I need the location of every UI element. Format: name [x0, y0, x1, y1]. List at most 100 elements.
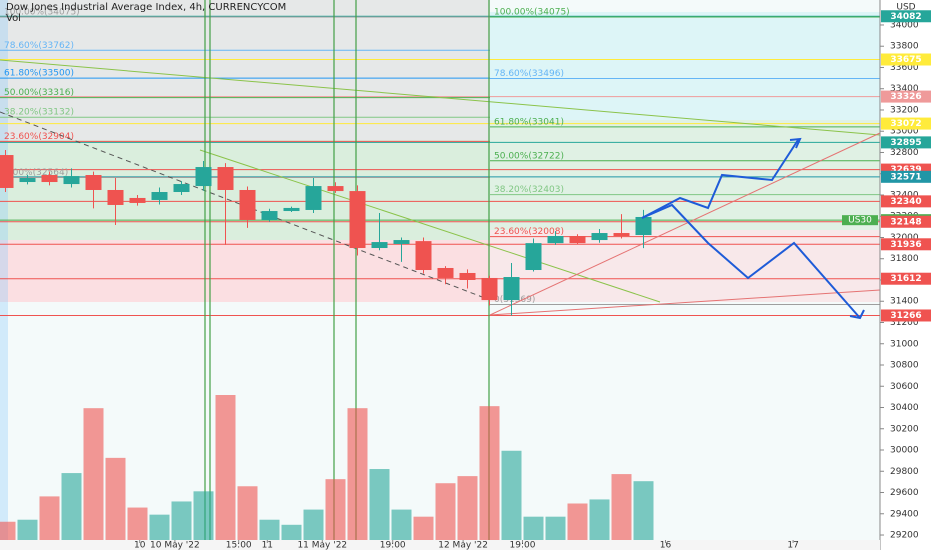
volume-bar	[611, 474, 632, 540]
volume-bar	[83, 408, 104, 540]
x-tick-label: 17	[787, 541, 798, 550]
volume-bar	[259, 519, 280, 540]
y-tick-label: 33400	[890, 84, 919, 94]
price-label: 34082	[890, 12, 921, 22]
price-label-box	[881, 195, 931, 208]
candle-body	[217, 167, 234, 190]
volume-bar	[545, 516, 566, 540]
volume-bar	[127, 507, 148, 540]
y-tick-label: 29400	[890, 509, 919, 519]
candle-body	[41, 175, 58, 183]
volume-bar	[567, 503, 588, 540]
price-label: 33326	[890, 92, 921, 102]
candle-body	[503, 277, 520, 301]
y-tick-label: 30800	[890, 361, 919, 371]
x-tick-label: 19:00	[380, 541, 406, 550]
candle-body	[525, 243, 542, 271]
candle-body	[305, 186, 322, 210]
volume-bar	[17, 519, 38, 540]
candle-body	[349, 191, 366, 249]
y-tick-label: 33200	[890, 105, 919, 115]
volume-label: Vol	[6, 13, 21, 24]
price-label-box	[881, 309, 931, 322]
y-tick-label: 31800	[890, 254, 919, 264]
y-tick-label: 30600	[890, 382, 919, 392]
projection-up	[641, 139, 799, 219]
candle-body	[437, 267, 454, 278]
y-tick-label: 30200	[890, 424, 919, 434]
candle-body	[0, 155, 14, 188]
x-tick-label: 11	[262, 541, 273, 550]
axes: 29200 29400 29600 29800 30000 30200 30400 30600…	[134, 10, 931, 550]
fib-label: 23.60%(32904)	[4, 132, 74, 142]
volume-bar	[105, 457, 126, 540]
fib-label: 38.20%(32403)	[494, 185, 564, 195]
price-label: 32639	[890, 165, 921, 175]
y-tick-label: 33600	[890, 63, 919, 73]
candle-body	[261, 211, 278, 220]
y-tick-label: 29600	[890, 488, 919, 498]
price-label: 32571	[890, 172, 921, 182]
price-label: 33675	[890, 55, 921, 65]
trend-line-red-2	[489, 289, 881, 316]
price-label-box	[881, 90, 931, 103]
price-label: 31266	[890, 311, 921, 321]
volume-bar	[325, 479, 346, 540]
trend-line-green-2	[199, 149, 661, 303]
candle-body	[415, 241, 432, 271]
volume-bar	[237, 486, 258, 540]
candle-body	[195, 167, 212, 187]
volume-bar	[171, 501, 192, 540]
candle-body	[63, 176, 80, 185]
candle-body	[85, 175, 102, 190]
volume-bar	[0, 521, 16, 540]
y-tick-label: 34000	[890, 20, 919, 30]
price-label: 31612	[890, 274, 921, 284]
y-tick-label: 30400	[890, 403, 919, 413]
candle-body	[547, 236, 564, 244]
candle-body	[459, 272, 476, 280]
x-tick-label: 10	[134, 541, 146, 550]
volume-bar	[369, 469, 390, 540]
candle-body	[371, 242, 388, 249]
candle-body	[19, 177, 36, 183]
price-label: 32148	[890, 217, 921, 227]
price-label: 32895	[890, 138, 921, 148]
volume-bar	[589, 499, 610, 540]
fib-label: 61.80%(33500)	[4, 69, 74, 79]
fib-label: 50.00%(33316)	[4, 88, 74, 98]
projection-down	[641, 203, 861, 319]
x-tick-label: 15:00	[226, 541, 252, 550]
volume-bar	[303, 509, 324, 540]
candle-body	[173, 184, 190, 193]
y-tick-label: 30000	[890, 446, 919, 456]
volume-pane	[0, 395, 654, 540]
volume-bar	[633, 481, 654, 540]
price-label: 33072	[890, 119, 921, 129]
left-edge-shade	[0, 0, 8, 540]
x-tick-label: 11 May '22	[297, 541, 347, 550]
fib-label: 100.00%(34075)	[4, 8, 80, 18]
y-tick-label: 32000	[890, 233, 919, 243]
fib-label: 50.00%(32722)	[494, 151, 564, 161]
candle-body	[591, 233, 608, 241]
x-tick-label: 10 May '22	[150, 541, 200, 550]
time-axis	[0, 540, 880, 550]
fib-label: 78.60%(33496)	[494, 69, 564, 79]
fib-zone-red	[0, 240, 490, 302]
volume-bar	[413, 516, 434, 540]
projection-arrow	[849, 309, 865, 320]
volume-bar	[193, 491, 214, 540]
y-tick-label: 32800	[890, 148, 919, 158]
volume-bar	[501, 450, 522, 540]
candle-body	[239, 189, 256, 220]
price-label-box	[881, 215, 931, 228]
fib-zone-blue	[490, 12, 880, 120]
price-label-box	[881, 170, 931, 183]
volume-bar	[39, 496, 60, 540]
trend-line-green	[0, 59, 881, 136]
fib-zone-green-right	[490, 120, 880, 230]
candle-body	[569, 236, 586, 244]
y-tick-label: 31000	[890, 339, 919, 349]
